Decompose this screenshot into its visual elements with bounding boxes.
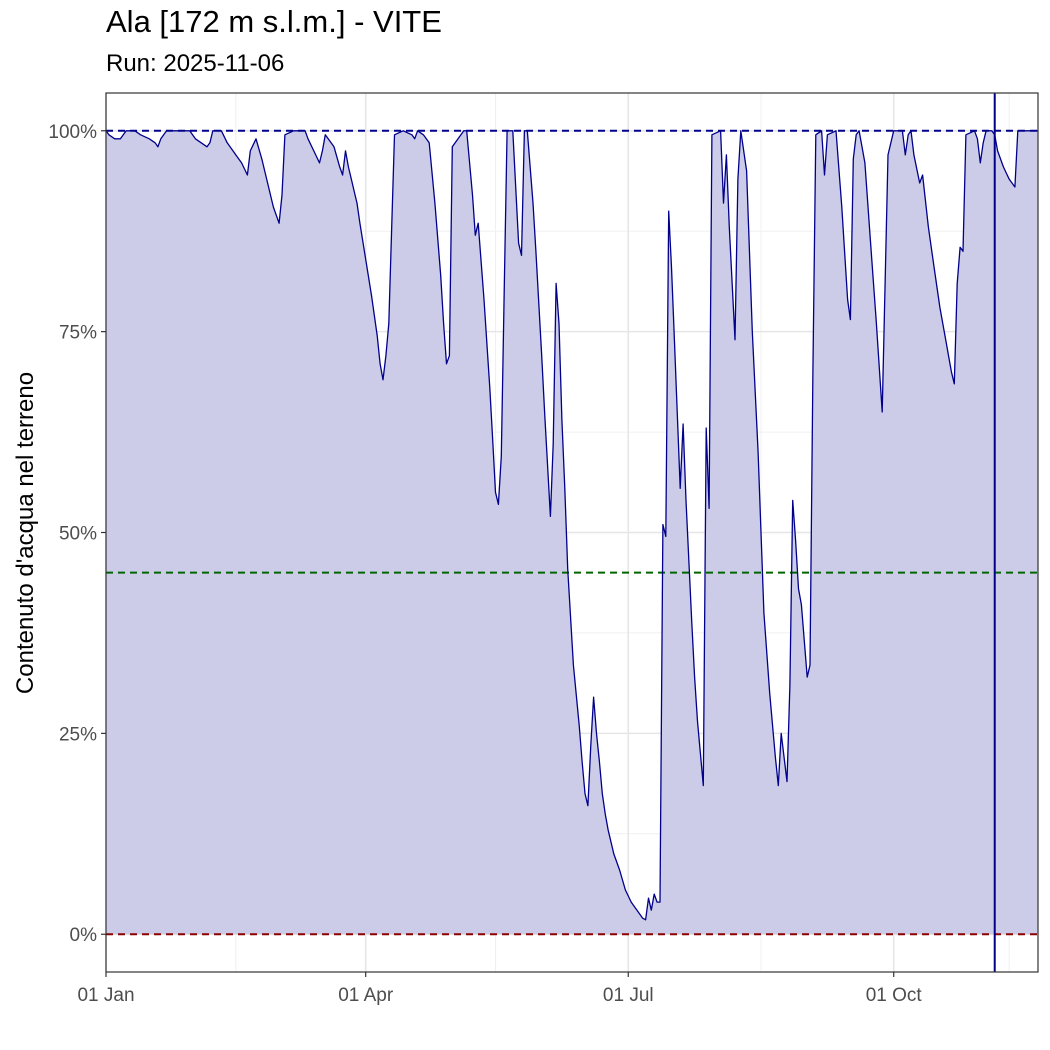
y-tick-label: 25% — [59, 724, 97, 745]
y-tick-label: 50% — [59, 524, 97, 545]
chart-subtitle: Run: 2025-11-06 — [106, 50, 285, 77]
axis-ticks: 0% 25% 50% 75% 100% 01 Jan 01 Apr 01 Jul 01 Oct — [48, 122, 922, 1006]
chart-title: Ala [172 m s.l.m.] - VITE — [106, 4, 442, 39]
x-tick-label: 01 Jul — [603, 985, 654, 1006]
x-tick-label: 01 Jan — [77, 985, 134, 1006]
x-tick-label: 01 Oct — [866, 985, 923, 1006]
series-line — [105, 130, 1038, 921]
area-fill — [106, 130, 1038, 935]
y-tick-label: 100% — [48, 122, 97, 143]
y-axis-title: Contenuto d'acqua nel terreno — [12, 372, 39, 694]
y-tick-label: 75% — [59, 323, 97, 344]
y-tick-label: 0% — [70, 925, 98, 946]
x-tick-label: 01 Apr — [338, 985, 394, 1006]
